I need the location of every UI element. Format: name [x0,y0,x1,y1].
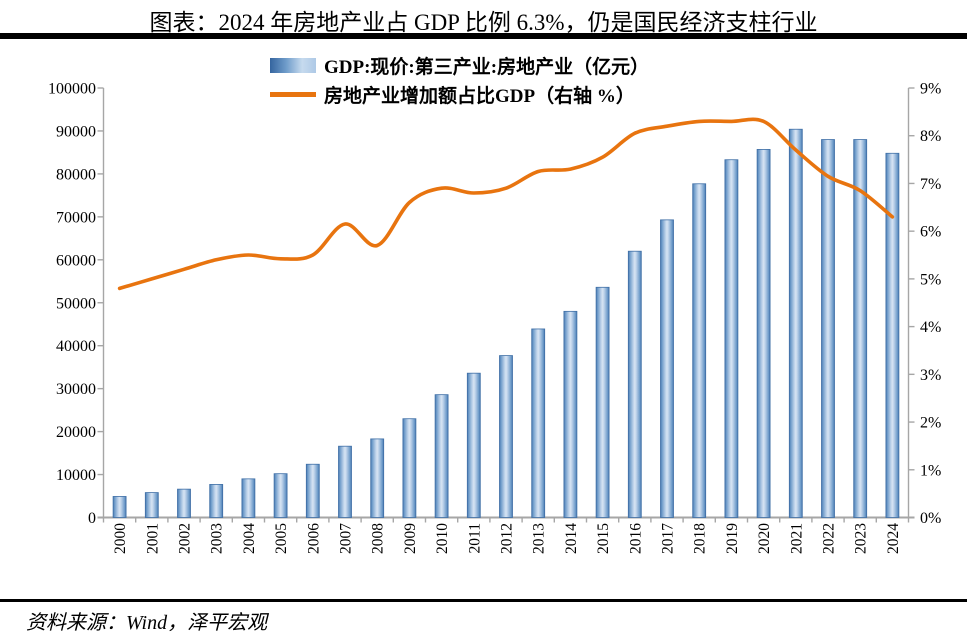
left-axis-tick-label: 10000 [56,467,96,484]
gdp-bar [499,355,513,518]
gdp-bar [209,484,224,518]
gdp-bar [595,286,610,518]
gdp-bar [724,159,739,518]
left-axis-tick-label: 30000 [56,381,96,398]
left-axis-tick-label: 50000 [56,295,96,312]
x-axis-year-label: 2019 [724,523,741,554]
gdp-bar [627,250,642,518]
gdp-bar [692,183,707,518]
right-axis-tick-label: 1% [920,462,941,479]
bar-series-swatch-icon [270,58,316,73]
x-axis-year-label: 2000 [112,523,129,554]
gdp-bar [305,463,320,518]
left-axis-tick-label: 100000 [48,81,96,98]
right-axis-tick-label: 8% [920,128,941,145]
x-axis-year-label: 2006 [305,523,322,554]
x-axis-year-label: 2011 [466,523,483,553]
gdp-bar [660,219,674,518]
line-series-swatch-icon [270,92,316,97]
x-axis-year-label: 2005 [273,523,290,554]
x-axis-year-label: 2023 [853,523,870,554]
gdp-bar [273,473,288,518]
x-axis-year-label: 2009 [402,523,419,554]
gdp-bar [466,372,481,518]
x-axis-year-label: 2020 [756,523,773,554]
x-axis-year-label: 2014 [563,523,580,554]
gdp-bar [563,310,578,518]
gdp-bar [821,139,835,518]
left-axis-tick-label: 90000 [56,123,96,140]
x-axis-year-label: 2012 [499,523,516,554]
legend-item-bar: GDP:现价:第三产业:房地产业（亿元） [270,51,649,80]
ratio-line-series [117,117,895,291]
legend: GDP:现价:第三产业:房地产业（亿元） 房地产业增加额占比GDP（右轴 %） [270,51,649,109]
left-axis-tick-label: 60000 [56,252,96,269]
x-axis-year-label: 2015 [595,523,612,554]
x-axis-year-label: 2010 [434,523,451,554]
gdp-bar [788,128,803,518]
right-axis-tick-label: 9% [920,81,941,98]
x-axis-year-label: 2016 [627,523,644,554]
gdp-bar [434,394,449,518]
gdp-bar [241,478,256,518]
legend-bar-label: GDP:现价:第三产业:房地产业（亿元） [324,57,650,78]
x-axis-year-label: 2003 [209,523,226,554]
x-axis-year-label: 2013 [531,523,548,554]
right-axis-tick-label: 4% [920,319,941,336]
right-axis-tick-label: 0% [920,510,941,527]
legend-item-line: 房地产业增加额占比GDP（右轴 %） [270,80,649,109]
legend-line-label: 房地产业增加额占比GDP（右轴 %） [324,86,635,107]
footer-divider-rule [0,599,967,602]
x-axis-year-label: 2021 [788,523,805,554]
chart-title: 图表：2024 年房地产业占 GDP 比例 6.3%，仍是国民经济支柱行业 [149,10,818,35]
right-axis-tick-label: 2% [920,415,941,432]
title-divider-rule [0,33,967,39]
gdp-bar [402,418,417,518]
gdp-bar-series [112,128,900,518]
gdp-bar [177,488,191,518]
gdp-bar [885,152,900,518]
gdp-bar [531,328,546,518]
gdp-bar [370,438,385,518]
x-axis-year-label: 2007 [338,523,355,554]
gdp-bar [112,496,127,518]
ratio-line [117,117,895,291]
x-axis-year-label: 2017 [660,523,677,554]
x-axis-year-label: 2004 [241,523,258,554]
left-axis-tick-label: 70000 [56,209,96,226]
right-axis-tick-label: 6% [920,224,941,241]
gdp-bar [756,149,771,518]
x-axis-year-label: 2022 [821,523,838,554]
left-axis-tick-label: 0 [88,510,96,527]
right-axis-tick-label: 3% [920,367,941,384]
right-axis-tick-label: 7% [920,176,941,193]
x-axis-year-label: 2001 [144,523,161,554]
axis-tick-labels: 0 10000 20000 30000 40000 50000 60000 70000 8000… [48,81,941,555]
x-axis-year-label: 2018 [692,523,709,554]
left-axis-tick-label: 40000 [56,338,96,355]
source-note: 资料来源：Wind，泽平宏观 [26,612,268,634]
left-axis-tick-label: 80000 [56,166,96,183]
right-axis-tick-label: 5% [920,271,941,288]
gdp-bar [853,139,868,518]
x-axis-year-label: 2002 [177,523,194,554]
gdp-bar [338,445,352,518]
x-axis-year-label: 2008 [370,523,387,554]
left-axis-tick-label: 20000 [56,424,96,441]
gdp-bar [144,492,159,518]
x-axis-year-label: 2024 [885,523,902,554]
